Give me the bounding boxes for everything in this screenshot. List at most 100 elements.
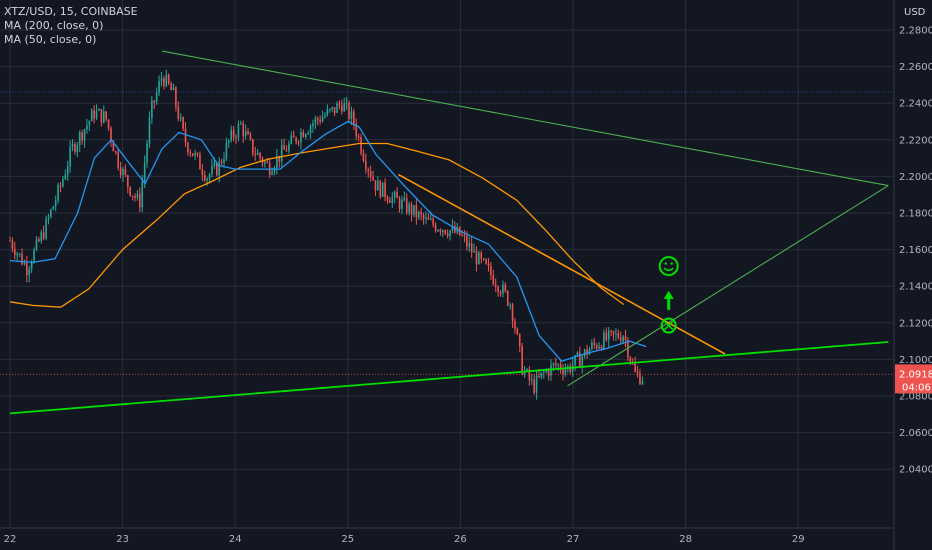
candle-body — [124, 168, 127, 176]
candle-body — [502, 284, 504, 294]
candle-body — [357, 136, 360, 138]
candle-body — [249, 134, 252, 140]
candle-body — [90, 110, 93, 122]
candle-body — [410, 204, 413, 215]
candle-body — [579, 352, 581, 367]
candle-body — [485, 259, 487, 264]
price-axis[interactable]: USD 2.2800 2.2600 2.2400 2.2200 2.2000 2.1800… — [893, 0, 932, 550]
candle-body — [396, 192, 398, 199]
candle-body — [122, 168, 124, 176]
candle-body — [369, 170, 372, 177]
candle-body — [506, 290, 509, 306]
time-ticks: 22 23 24 25 26 27 28 29 — [4, 534, 805, 545]
candle-body — [444, 230, 447, 234]
candle-body — [98, 109, 100, 111]
candle-body — [127, 175, 129, 187]
candle-body — [345, 102, 348, 104]
candle-body — [639, 373, 641, 385]
candle-body — [401, 200, 403, 209]
candle-body — [415, 205, 418, 218]
time-tick-label: 24 — [229, 534, 242, 545]
candle-body — [139, 193, 141, 208]
candle-body — [182, 117, 184, 129]
candle-body — [617, 333, 620, 338]
candle-body — [177, 106, 180, 119]
candle-body — [158, 81, 160, 93]
candle-body — [110, 128, 112, 142]
candle-body — [595, 344, 598, 349]
candle-body — [28, 269, 31, 276]
candle-body — [521, 346, 523, 375]
candle-body — [206, 178, 208, 181]
candle-body — [586, 349, 588, 355]
target-cross-line — [664, 321, 674, 331]
candle-body — [555, 363, 557, 365]
candle-body — [523, 370, 526, 375]
price-tick-label: 2.1600 — [899, 245, 932, 256]
candle-body — [11, 240, 14, 249]
candle-body — [81, 132, 83, 141]
time-axis[interactable]: 22 23 24 25 26 27 28 29 — [0, 527, 894, 545]
candle-body — [242, 123, 245, 137]
candle-body — [569, 366, 572, 372]
candle-body — [636, 371, 639, 374]
time-tick-label: 27 — [567, 534, 580, 545]
candle-body — [184, 128, 187, 143]
candle-body — [88, 121, 91, 126]
candle-body — [129, 186, 132, 196]
candle-body — [102, 111, 105, 123]
candle-body — [603, 332, 605, 349]
ma200-legend[interactable]: MA (200, close, 0) — [4, 19, 104, 32]
candle-body — [434, 224, 437, 231]
candle-body — [54, 200, 57, 207]
candle-body — [516, 328, 519, 335]
candle-body — [170, 83, 172, 91]
symbol-title[interactable]: XTZ/USD, 15, COINBASE — [4, 5, 138, 18]
candle-body — [362, 153, 365, 161]
candle-body — [42, 232, 45, 239]
candle-body — [542, 372, 545, 374]
candle-body — [328, 109, 331, 111]
candle-body — [610, 330, 612, 332]
candle-body — [143, 162, 146, 182]
candle-body — [155, 92, 158, 102]
price-tick-label: 2.2200 — [899, 135, 932, 146]
price-tick-label: 2.1200 — [899, 318, 932, 329]
smiley-eye — [670, 262, 673, 265]
candle-body — [454, 225, 456, 233]
candle-body — [136, 193, 139, 198]
candle-body — [552, 363, 555, 365]
candle-body — [461, 234, 463, 236]
candle-body — [473, 250, 475, 253]
candle-body — [634, 363, 636, 372]
candle-body — [194, 153, 196, 156]
current-price-value: 2.0918 — [899, 369, 932, 380]
candle-body — [95, 110, 98, 119]
ma200-line — [9, 142, 625, 308]
candle-body — [163, 78, 165, 87]
candle-body — [223, 158, 225, 163]
candle-body — [280, 145, 283, 162]
candle-body — [264, 161, 266, 164]
candle-body — [490, 265, 492, 276]
candle-body — [220, 161, 223, 163]
candle-body — [393, 192, 396, 197]
candle-body — [562, 369, 564, 374]
candle-body — [321, 117, 324, 122]
candle-body — [165, 74, 168, 87]
candle-body — [417, 211, 420, 218]
candle-body — [179, 117, 182, 119]
candle-body — [314, 118, 317, 124]
candle-body — [530, 379, 533, 381]
ma50-legend[interactable]: MA (50, close, 0) — [4, 33, 97, 46]
candle-body — [365, 160, 367, 170]
time-tick-label: 29 — [792, 534, 805, 545]
candle-body — [304, 134, 307, 137]
candle-body — [612, 331, 615, 335]
candle-body — [432, 218, 434, 225]
candle-body — [50, 209, 52, 217]
candle-body — [374, 180, 377, 191]
candle-body — [593, 342, 596, 345]
candle-body — [18, 253, 21, 255]
